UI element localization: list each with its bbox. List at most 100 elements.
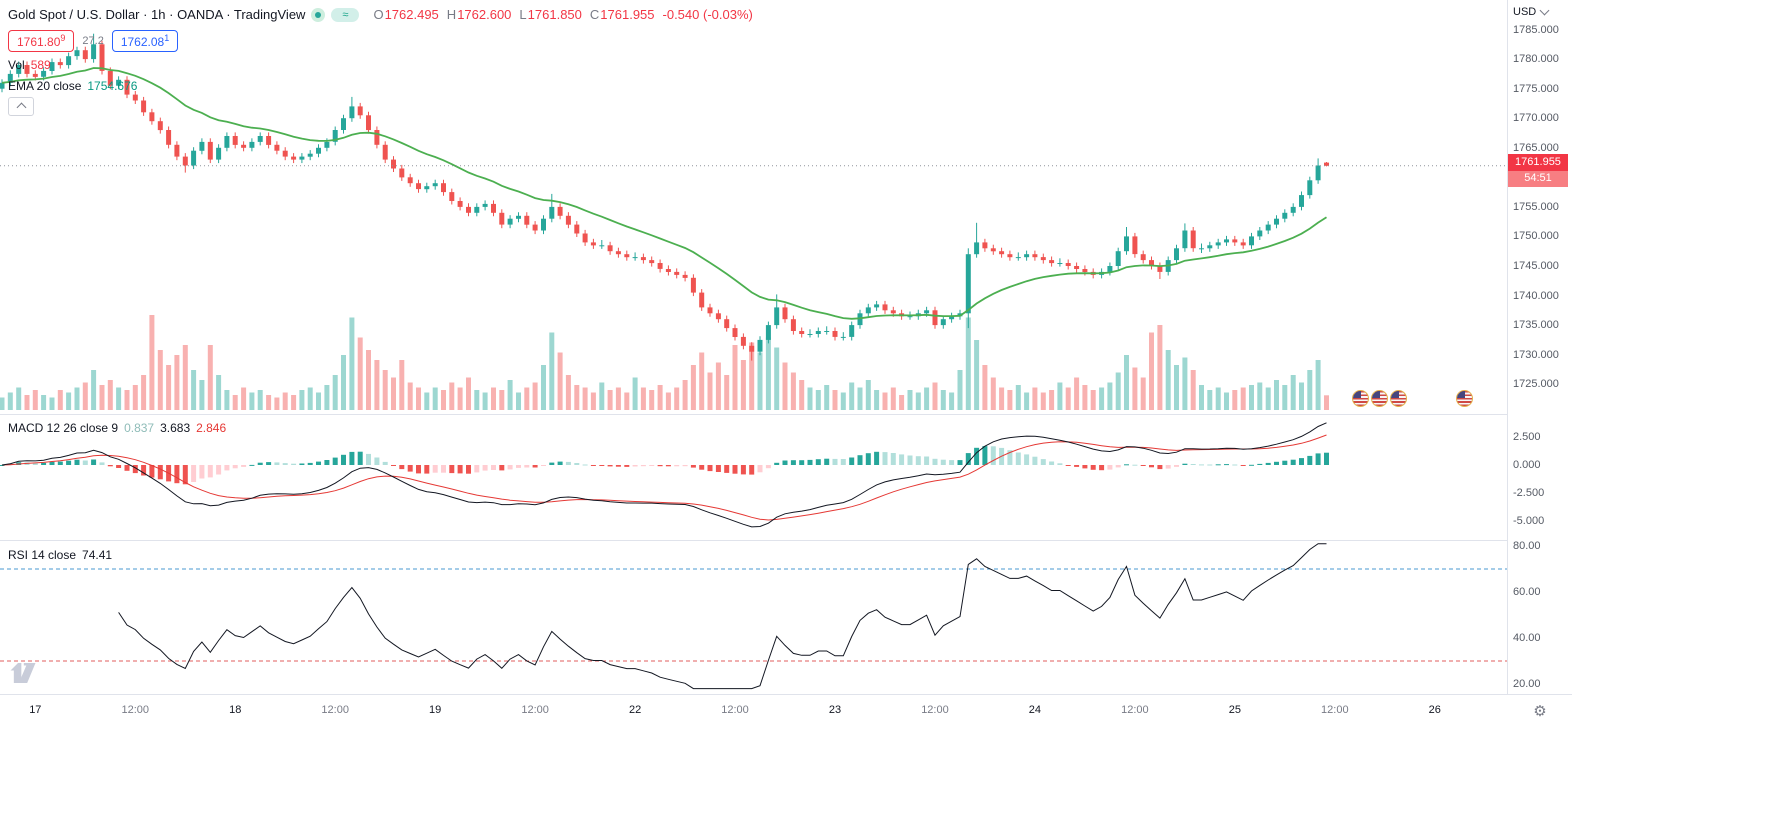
time-axis-label: 23 — [828, 704, 842, 716]
axis-tick-label: 40.00 — [1513, 632, 1541, 644]
bid-price-fraction: 9 — [60, 33, 66, 43]
axis-tick-label: 0.000 — [1513, 459, 1541, 471]
open-value: 1762.495 — [384, 7, 439, 22]
change-value: -0.540 (-0.03%) — [662, 7, 753, 22]
market-status-icon[interactable] — [311, 7, 326, 22]
macd-signal-value: 2.846 — [196, 421, 227, 435]
spread-value: 27.2 — [82, 35, 104, 47]
collapse-legend-button[interactable] — [8, 97, 34, 116]
rsi-value: 74.41 — [82, 548, 113, 562]
ema-legend[interactable]: EMA 20 close 1754.676 — [8, 79, 137, 93]
currency-label: USD — [1513, 6, 1537, 18]
us-flag-event-icon[interactable] — [1352, 390, 1369, 407]
ema-value: 1754.676 — [87, 79, 138, 93]
volume-legend[interactable]: Vol 589 — [8, 58, 51, 72]
axis-tick-label: 1775.000 — [1513, 82, 1559, 95]
time-axis-label: 26 — [1428, 704, 1441, 716]
currency-dropdown[interactable]: USD — [1513, 5, 1550, 18]
rsi-legend[interactable]: RSI 14 close 74.41 — [8, 548, 112, 562]
axis-tick-label: 1735.000 — [1513, 319, 1559, 332]
low-value: 1761.850 — [527, 7, 582, 22]
axis-tick-label: 1780.000 — [1513, 53, 1559, 66]
axis-tick-label: 1745.000 — [1513, 259, 1559, 272]
volume-value: 589 — [30, 58, 51, 72]
time-axis-label: 18 — [229, 704, 242, 716]
ask-price: 1762.08 — [120, 35, 165, 49]
us-flag-event-icon[interactable] — [1456, 390, 1473, 407]
axis-settings-corner[interactable]: ⚙ — [1508, 695, 1572, 727]
axis-tick-label: 1765.000 — [1513, 141, 1559, 154]
time-axis-label: 12:00 — [1121, 704, 1149, 716]
axis-tick-label: -2.500 — [1513, 487, 1545, 499]
rsi-line — [118, 543, 1327, 690]
time-axis-label: 22 — [628, 704, 642, 716]
time-axis-label: 12:00 — [521, 704, 549, 716]
symbol-title[interactable]: Gold Spot / U.S. Dollar · 1h · OANDA · T… — [8, 7, 306, 22]
axis-tick-label: -5.000 — [1513, 515, 1545, 527]
ema-20-line — [1, 67, 1327, 320]
ask-price-fraction: 1 — [164, 33, 170, 43]
axis-tick-label: 1770.000 — [1513, 112, 1559, 125]
time-axis-label: 24 — [1028, 704, 1042, 716]
us-flag-event-icon[interactable] — [1390, 390, 1407, 407]
buy-button[interactable]: 1762.081 — [111, 30, 179, 52]
axis-tick-label: 20.00 — [1513, 678, 1541, 690]
sell-button[interactable]: 1761.809 — [8, 30, 75, 52]
price-axis-border — [1507, 0, 1508, 727]
axis-tick-label: 1730.000 — [1513, 348, 1559, 361]
axis-tick-label: 1725.000 — [1513, 378, 1559, 391]
time-axis-label: 12:00 — [921, 704, 949, 716]
candlestick-series — [0, 33, 1329, 361]
volume-series — [0, 315, 1329, 410]
time-axis-label: 19 — [429, 704, 442, 716]
tradingview-logo[interactable] — [8, 660, 38, 691]
macd-line — [1, 422, 1327, 528]
time-axis-label: 12:00 — [721, 704, 749, 716]
last-price-badge: 1761.955 54:51 — [1508, 154, 1568, 187]
low-label: L — [519, 7, 527, 22]
ohlc-readout: O 1762.495 H 1762.600 L 1761.850 C 1761.955 … — [365, 7, 752, 22]
pane-separator-macd-rsi[interactable] — [0, 540, 1572, 541]
settings-gear-icon: ⚙ — [1533, 703, 1547, 720]
close-value: 1761.955 — [600, 7, 655, 22]
macd-signal-line — [1, 434, 1327, 521]
last-price-value: 1761.955 — [1508, 154, 1568, 171]
time-axis-label: 12:00 — [321, 704, 349, 716]
volume-label: Vol — [8, 58, 25, 72]
bid-price: 1761.80 — [17, 35, 61, 49]
axis-tick-label: 2.500 — [1513, 431, 1541, 443]
macd-line-value: 3.683 — [160, 421, 191, 435]
ema-label: EMA 20 close — [8, 79, 82, 93]
open-label: O — [373, 7, 384, 22]
tradingview-logo-icon — [10, 663, 36, 683]
chevron-up-icon — [16, 102, 26, 113]
macd-hist-value: 0.837 — [124, 421, 155, 435]
time-axis[interactable]: 17 12:00 18 12:00 19 12:00 22 12:00 23 12:00 24 12:… — [0, 694, 1572, 728]
pane-separator-price-macd[interactable] — [0, 414, 1572, 415]
time-axis-label: 12:00 — [1321, 704, 1349, 716]
macd-legend[interactable]: MACD 12 26 close 9 0.837 3.683 2.846 — [8, 421, 226, 435]
high-label: H — [446, 7, 457, 22]
approx-data-badge-icon[interactable]: ≈ — [331, 7, 360, 22]
axis-tick-label: 80.00 — [1513, 540, 1541, 552]
macd-histogram — [0, 446, 1329, 485]
macd-label: MACD 12 26 close 9 — [8, 421, 119, 435]
time-axis-label: 25 — [1228, 704, 1241, 716]
bar-countdown: 54:51 — [1508, 171, 1568, 187]
us-flag-event-icon[interactable] — [1371, 390, 1388, 407]
axis-tick-label: 1785.000 — [1513, 23, 1559, 36]
rsi-label: RSI 14 close — [8, 548, 77, 562]
axis-tick-label: 1750.000 — [1513, 230, 1559, 243]
chart-plot-area[interactable] — [0, 0, 1507, 814]
close-label: C — [589, 7, 600, 22]
high-value: 1762.600 — [457, 7, 512, 22]
time-axis-label: 17 — [29, 704, 42, 716]
axis-tick-label: 1740.000 — [1513, 289, 1559, 302]
time-axis-label: 12:00 — [121, 704, 150, 716]
chevron-down-icon — [1539, 5, 1550, 16]
quote-row: 1761.809 27.2 1762.081 — [8, 30, 179, 52]
price-axis[interactable]: USD 1785.000 1780.000 1775.000 1770.000 1765… — [1508, 0, 1572, 694]
axis-tick-label: 1755.000 — [1513, 200, 1559, 213]
axis-tick-label: 60.00 — [1513, 586, 1541, 598]
